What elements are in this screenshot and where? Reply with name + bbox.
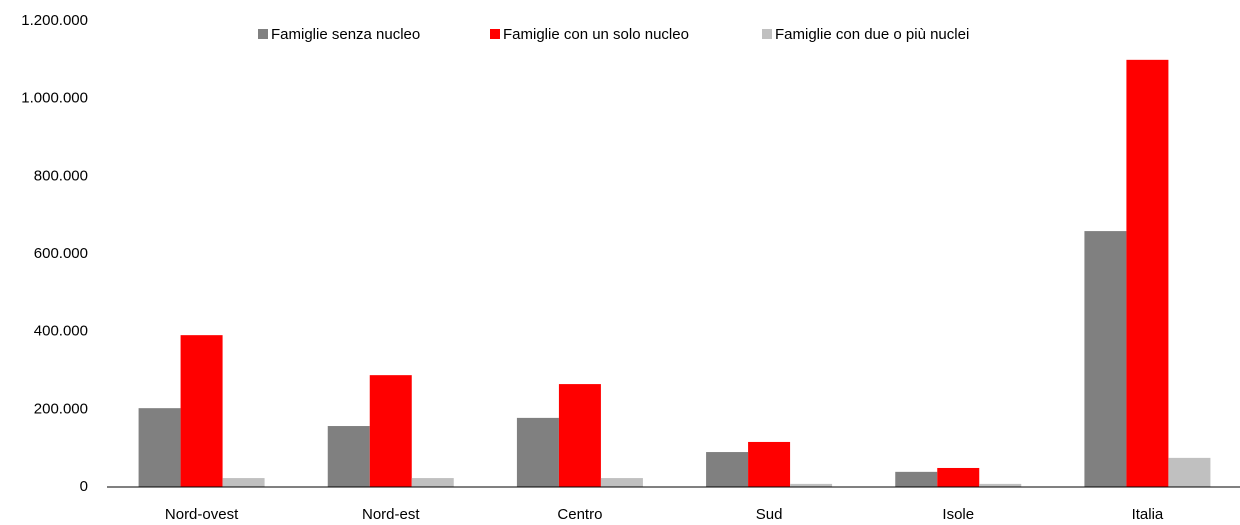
- bar: [600, 478, 643, 487]
- bar: [1084, 231, 1127, 487]
- bar: [558, 384, 601, 487]
- bar: [516, 417, 559, 487]
- x-tick-label: Sud: [756, 506, 783, 523]
- x-tick-label: Centro: [557, 506, 602, 523]
- bar: [222, 478, 265, 487]
- y-tick-label: 1.000.000: [21, 90, 88, 107]
- bar: [706, 452, 749, 487]
- bar: [1126, 59, 1169, 487]
- legend-label: Famiglie con due o più nuclei: [775, 26, 969, 43]
- y-tick-label: 0: [80, 478, 88, 495]
- bar: [411, 478, 454, 487]
- x-tick-label: Nord-est: [362, 506, 420, 523]
- bar: [790, 483, 833, 487]
- x-tick-label: Isole: [942, 506, 974, 523]
- bar: [748, 441, 791, 487]
- bar: [327, 426, 370, 487]
- bar: [180, 335, 223, 487]
- legend-swatch: [258, 29, 268, 39]
- y-tick-label: 1.200.000: [21, 12, 88, 29]
- bar: [979, 483, 1022, 487]
- bar: [1168, 457, 1211, 487]
- legend-label: Famiglie senza nucleo: [271, 26, 420, 43]
- legend-swatch: [490, 29, 500, 39]
- y-tick-label: 800.000: [34, 167, 88, 184]
- bar: [369, 375, 412, 487]
- x-tick-label: Italia: [1132, 506, 1164, 523]
- bar: [895, 471, 938, 487]
- y-tick-label: 400.000: [34, 323, 88, 340]
- y-tick-label: 200.000: [34, 400, 88, 417]
- x-tick-label: Nord-ovest: [165, 506, 239, 523]
- legend-swatch: [762, 29, 772, 39]
- legend-label: Famiglie con un solo nucleo: [503, 26, 689, 43]
- bar: [138, 408, 181, 487]
- y-tick-label: 600.000: [34, 245, 88, 262]
- bar: [937, 467, 980, 487]
